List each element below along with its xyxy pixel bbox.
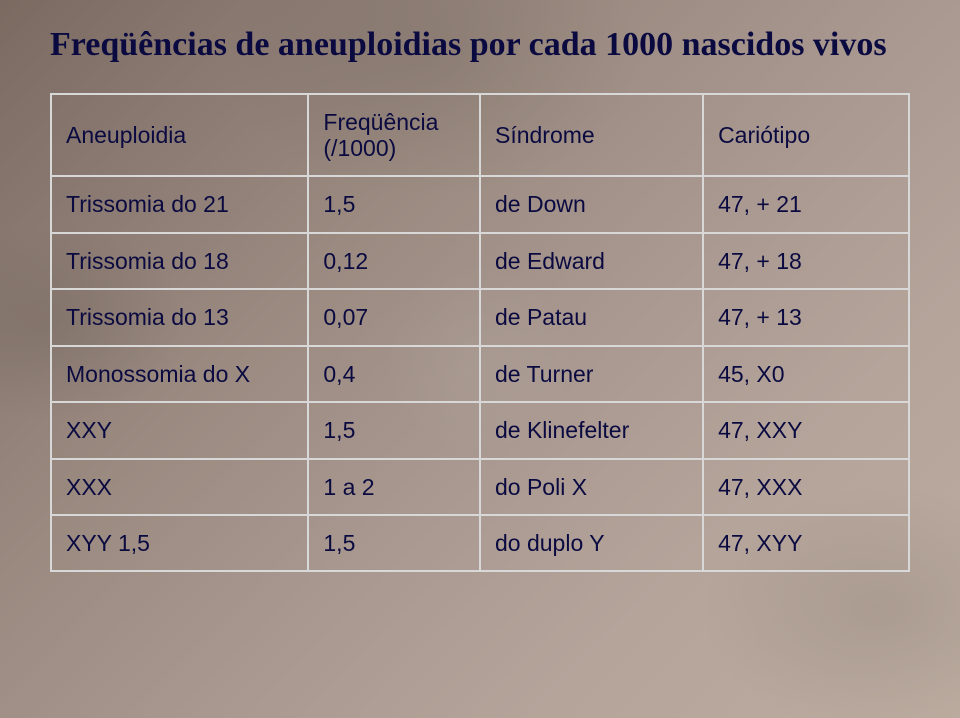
table-row: XXY 1,5 de Klinefelter 47, XXY [51, 402, 909, 458]
col-header-frequencia: Freqüência (/1000) [308, 94, 480, 177]
cell-sindrome: do Poli X [480, 459, 703, 515]
cell-cariotipo: 47, + 18 [703, 233, 909, 289]
cell-sindrome: de Turner [480, 346, 703, 402]
cell-aneuploidia: XXX [51, 459, 308, 515]
table-row: Trissomia do 18 0,12 de Edward 47, + 18 [51, 233, 909, 289]
col-header-cariotipo: Cariótipo [703, 94, 909, 177]
cell-cariotipo: 45, X0 [703, 346, 909, 402]
table-row: Trissomia do 21 1,5 de Down 47, + 21 [51, 176, 909, 232]
cell-aneuploidia: Trissomia do 13 [51, 289, 308, 345]
cell-aneuploidia: Trissomia do 21 [51, 176, 308, 232]
cell-cariotipo: 47, XXX [703, 459, 909, 515]
slide-title: Freqüências de aneuploidias por cada 100… [50, 24, 910, 67]
cell-sindrome: de Edward [480, 233, 703, 289]
cell-cariotipo: 47, + 21 [703, 176, 909, 232]
cell-aneuploidia: XYY 1,5 [51, 515, 308, 571]
cell-frequencia: 0,12 [308, 233, 480, 289]
table-row: Trissomia do 13 0,07 de Patau 47, + 13 [51, 289, 909, 345]
table-row: XXX 1 a 2 do Poli X 47, XXX [51, 459, 909, 515]
col-header-sindrome: Síndrome [480, 94, 703, 177]
cell-sindrome: de Patau [480, 289, 703, 345]
cell-sindrome: de Down [480, 176, 703, 232]
aneuploidy-table: Aneuploidia Freqüência (/1000) Síndrome … [50, 93, 910, 573]
cell-aneuploidia: Monossomia do X [51, 346, 308, 402]
cell-frequencia: 1,5 [308, 515, 480, 571]
table-row: XYY 1,5 1,5 do duplo Y 47, XYY [51, 515, 909, 571]
cell-aneuploidia: Trissomia do 18 [51, 233, 308, 289]
cell-cariotipo: 47, XYY [703, 515, 909, 571]
cell-frequencia: 1 a 2 [308, 459, 480, 515]
cell-sindrome: do duplo Y [480, 515, 703, 571]
cell-aneuploidia: XXY [51, 402, 308, 458]
cell-cariotipo: 47, + 13 [703, 289, 909, 345]
table-row: Monossomia do X 0,4 de Turner 45, X0 [51, 346, 909, 402]
cell-frequencia: 0,07 [308, 289, 480, 345]
table-header-row: Aneuploidia Freqüência (/1000) Síndrome … [51, 94, 909, 177]
slide: Freqüências de aneuploidias por cada 100… [0, 0, 960, 718]
cell-frequencia: 1,5 [308, 176, 480, 232]
col-header-aneuploidia: Aneuploidia [51, 94, 308, 177]
cell-frequencia: 0,4 [308, 346, 480, 402]
cell-frequencia: 1,5 [308, 402, 480, 458]
cell-cariotipo: 47, XXY [703, 402, 909, 458]
cell-sindrome: de Klinefelter [480, 402, 703, 458]
